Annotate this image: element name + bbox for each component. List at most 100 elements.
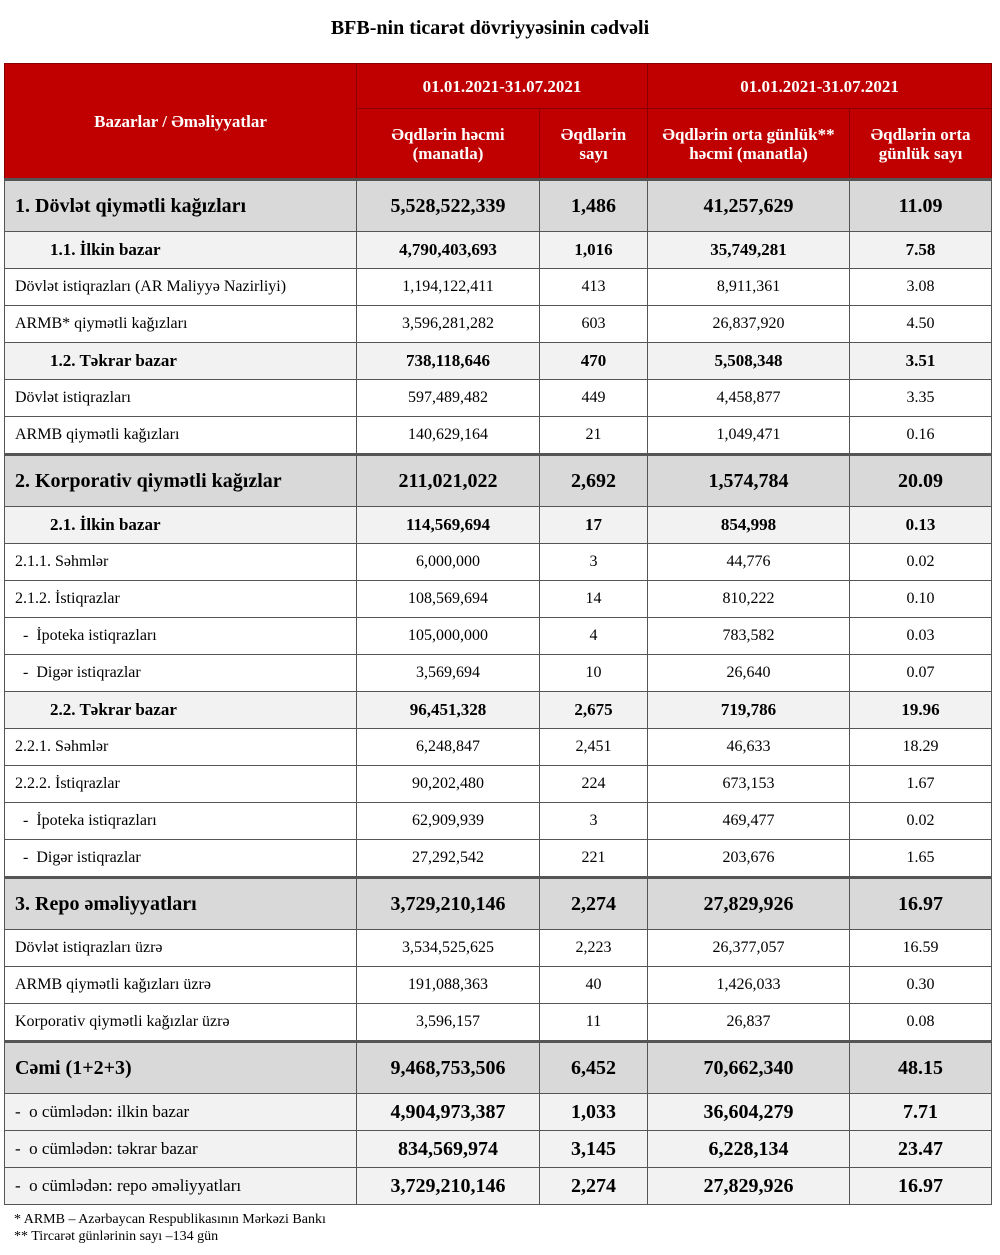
cell-avg-count: 3.35 [849, 379, 993, 417]
cell-count: 2,451 [538, 728, 649, 766]
cell-count: 1,016 [538, 231, 649, 269]
cell-avg-count: 0.02 [849, 802, 993, 840]
table-row: 2.2. Təkrar bazar 96,451,328 2,675 719,786 1… [4, 691, 993, 729]
cell-avg-count: 19.96 [849, 691, 993, 729]
row-label: 3. Repo əməliyyatları [4, 876, 357, 930]
cell-avg-volume: 27,829,926 [647, 1167, 851, 1205]
cell-avg-count: 0.30 [849, 966, 993, 1004]
row-label: Dövlət istiqrazları [4, 379, 357, 417]
cell-avg-count: 20.09 [849, 453, 993, 507]
row-label: - Digər istiqrazlar [4, 654, 357, 692]
cell-avg-count: 0.13 [849, 506, 993, 544]
table-row: - İpoteka istiqrazları 105,000,000 4 783,58… [4, 617, 993, 655]
table-row: 2.2.1. Səhmlər 6,248,847 2,451 46,633 18.29 [4, 728, 993, 766]
cell-volume: 27,292,542 [356, 839, 540, 878]
cell-volume: 3,729,210,146 [356, 1167, 540, 1205]
cell-avg-volume: 719,786 [647, 691, 851, 729]
page-title: BFB-nin ticarət dövriyyəsinin cədvəli [330, 17, 650, 39]
cell-avg-volume: 46,633 [647, 728, 851, 766]
table-row: 2.1. İlkin bazar 114,569,694 17 854,998 0.13 [4, 506, 993, 544]
cell-avg-volume: 26,377,057 [647, 929, 851, 967]
row-label: ARMB qiymətli kağızları [4, 416, 357, 455]
row-label: - Digər istiqrazlar [4, 839, 357, 878]
cell-avg-count: 4.50 [849, 305, 993, 343]
table-row: 2. Korporativ qiymətli kağızlar 211,021,0… [4, 453, 993, 507]
cell-count: 11 [538, 1003, 649, 1042]
cell-avg-count: 16.97 [849, 1167, 993, 1205]
row-label: 2.2.1. Səhmlər [4, 728, 357, 766]
cell-avg-volume: 4,458,877 [647, 379, 851, 417]
cell-avg-count: 1.65 [849, 839, 993, 878]
row-label: - o cümlədən: ilkin bazar [4, 1093, 357, 1131]
cell-count: 10 [538, 654, 649, 692]
table-row: 3. Repo əməliyyatları 3,729,210,146 2,274 2… [4, 876, 993, 930]
cell-volume: 62,909,939 [356, 802, 540, 840]
row-label: - o cümlədən: repo əməliyyatları [4, 1167, 357, 1205]
header-period-2: 01.01.2021-31.07.2021 [647, 63, 993, 109]
table-row: ARMB* qiymətli kağızları 3,596,281,282 603… [4, 305, 993, 343]
cell-volume: 5,528,522,339 [356, 178, 540, 232]
cell-volume: 834,569,974 [356, 1130, 540, 1168]
cell-avg-count: 0.02 [849, 543, 993, 581]
row-label: 2.1.1. Səhmlər [4, 543, 357, 581]
cell-volume: 3,596,157 [356, 1003, 540, 1042]
header-period-1: 01.01.2021-31.07.2021 [355, 63, 649, 109]
cell-count: 2,274 [538, 876, 649, 930]
cell-volume: 108,569,694 [356, 580, 540, 618]
cell-volume: 738,118,646 [356, 342, 540, 380]
table-row: Cəmi (1+2+3) 9,468,753,506 6,452 70,662,340… [4, 1040, 993, 1094]
cell-avg-volume: 5,508,348 [647, 342, 851, 380]
row-label: 2.1.2. İstiqrazlar [4, 580, 357, 618]
cell-avg-volume: 1,049,471 [647, 416, 851, 455]
footnotes: * ARMB – Azərbaycan Respublikasının Mərk… [14, 1211, 326, 1245]
table-row: Korporativ qiymətli kağızlar üzrə 3,596,1… [4, 1003, 993, 1042]
cell-avg-volume: 783,582 [647, 617, 851, 655]
row-label: Cəmi (1+2+3) [4, 1040, 357, 1094]
table-row: 2.1.1. Səhmlər 6,000,000 3 44,776 0.02 [4, 543, 993, 581]
row-label: - o cümlədən: təkrar bazar [4, 1130, 357, 1168]
table-row: 1.2. Təkrar bazar 738,118,646 470 5,508,348… [4, 342, 993, 380]
row-label: ARMB* qiymətli kağızları [4, 305, 357, 343]
cell-count: 17 [538, 506, 649, 544]
cell-avg-volume: 70,662,340 [647, 1040, 851, 1094]
cell-avg-count: 1.67 [849, 765, 993, 803]
cell-volume: 4,790,403,693 [356, 231, 540, 269]
cell-count: 224 [538, 765, 649, 803]
cell-volume: 597,489,482 [356, 379, 540, 417]
cell-avg-volume: 44,776 [647, 543, 851, 581]
cell-volume: 105,000,000 [356, 617, 540, 655]
row-label: Dövlət istiqrazları (AR Maliyyə Nazirliy… [4, 268, 357, 306]
table-row: - Digər istiqrazlar 3,569,694 10 26,640 0.07 [4, 654, 993, 692]
cell-count: 413 [538, 268, 649, 306]
header-volume: Əqdlərin həcmi (manatla) [356, 108, 540, 180]
cell-count: 2,274 [538, 1167, 649, 1205]
cell-volume: 90,202,480 [356, 765, 540, 803]
cell-count: 3,145 [538, 1130, 649, 1168]
cell-volume: 3,534,525,625 [356, 929, 540, 967]
row-label: 1.2. Təkrar bazar [4, 342, 357, 380]
row-label: 2. Korporativ qiymətli kağızlar [4, 453, 357, 507]
footnote: ** Tircarət günlərinin sayı –134 gün [14, 1229, 219, 1244]
cell-volume: 6,248,847 [356, 728, 540, 766]
header-avg-volume: Əqdlərin orta günlük** həcmi (manatla) [647, 108, 851, 180]
table-row: Dövlət istiqrazları (AR Maliyyə Nazirliy… [4, 268, 993, 306]
cell-volume: 140,629,164 [356, 416, 540, 455]
cell-volume: 1,194,122,411 [356, 268, 540, 306]
table-row: 1. Dövlət qiymətli kağızları 5,528,522,33… [4, 178, 993, 232]
cell-volume: 3,596,281,282 [356, 305, 540, 343]
cell-avg-volume: 35,749,281 [647, 231, 851, 269]
cell-avg-count: 7.58 [849, 231, 993, 269]
turnover-table: Bazarlar / Əməliyyatlar 01.01.2021-31.07… [4, 63, 993, 1205]
cell-avg-count: 23.47 [849, 1130, 993, 1168]
table-row: 2.2.2. İstiqrazlar 90,202,480 224 673,153 1.… [4, 765, 993, 803]
row-label: 2.2. Təkrar bazar [4, 691, 357, 729]
table-row: - İpoteka istiqrazları 62,909,939 3 469,477… [4, 802, 993, 840]
cell-avg-count: 3.51 [849, 342, 993, 380]
cell-avg-volume: 810,222 [647, 580, 851, 618]
cell-avg-volume: 41,257,629 [647, 178, 851, 232]
cell-avg-volume: 673,153 [647, 765, 851, 803]
header-avg-count: Əqdlərin orta günlük sayı [849, 108, 993, 180]
cell-count: 1,486 [538, 178, 649, 232]
row-label: - İpoteka istiqrazları [4, 802, 357, 840]
cell-volume: 211,021,022 [356, 453, 540, 507]
